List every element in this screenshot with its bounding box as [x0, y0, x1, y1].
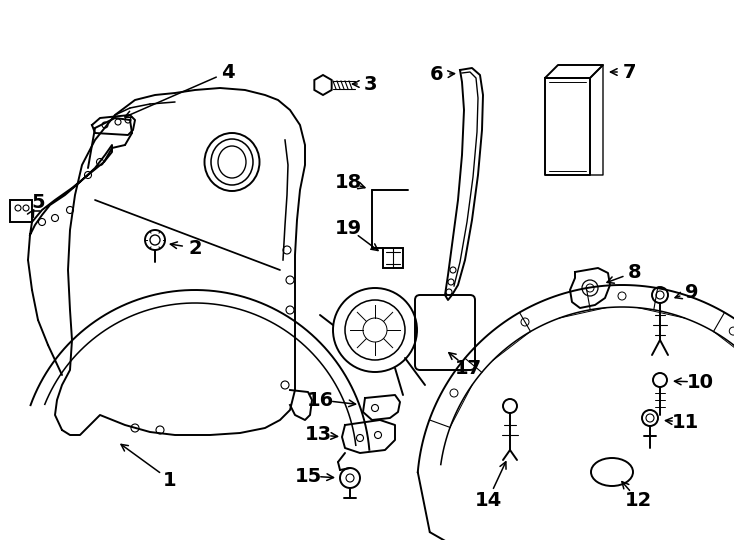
Text: 19: 19 [335, 219, 362, 238]
Text: 3: 3 [363, 75, 377, 93]
Text: 15: 15 [294, 467, 321, 485]
Bar [10, 200, 32, 222]
Text: 4: 4 [221, 63, 235, 82]
Text: 8: 8 [628, 262, 642, 281]
Text: 9: 9 [686, 282, 699, 301]
Text: 11: 11 [672, 413, 699, 431]
Text: 6: 6 [430, 65, 444, 84]
Text: 18: 18 [335, 172, 362, 192]
Text: 14: 14 [474, 490, 501, 510]
Text: 1: 1 [163, 470, 177, 489]
Text: 10: 10 [686, 373, 713, 392]
Text: 7: 7 [623, 63, 637, 82]
Text: 17: 17 [454, 359, 482, 377]
Text: 13: 13 [305, 426, 332, 444]
Text: 16: 16 [306, 390, 334, 409]
Bar [383, 248, 403, 268]
Text: 12: 12 [625, 490, 652, 510]
Text: 5: 5 [31, 192, 45, 212]
Text: 2: 2 [188, 239, 202, 258]
